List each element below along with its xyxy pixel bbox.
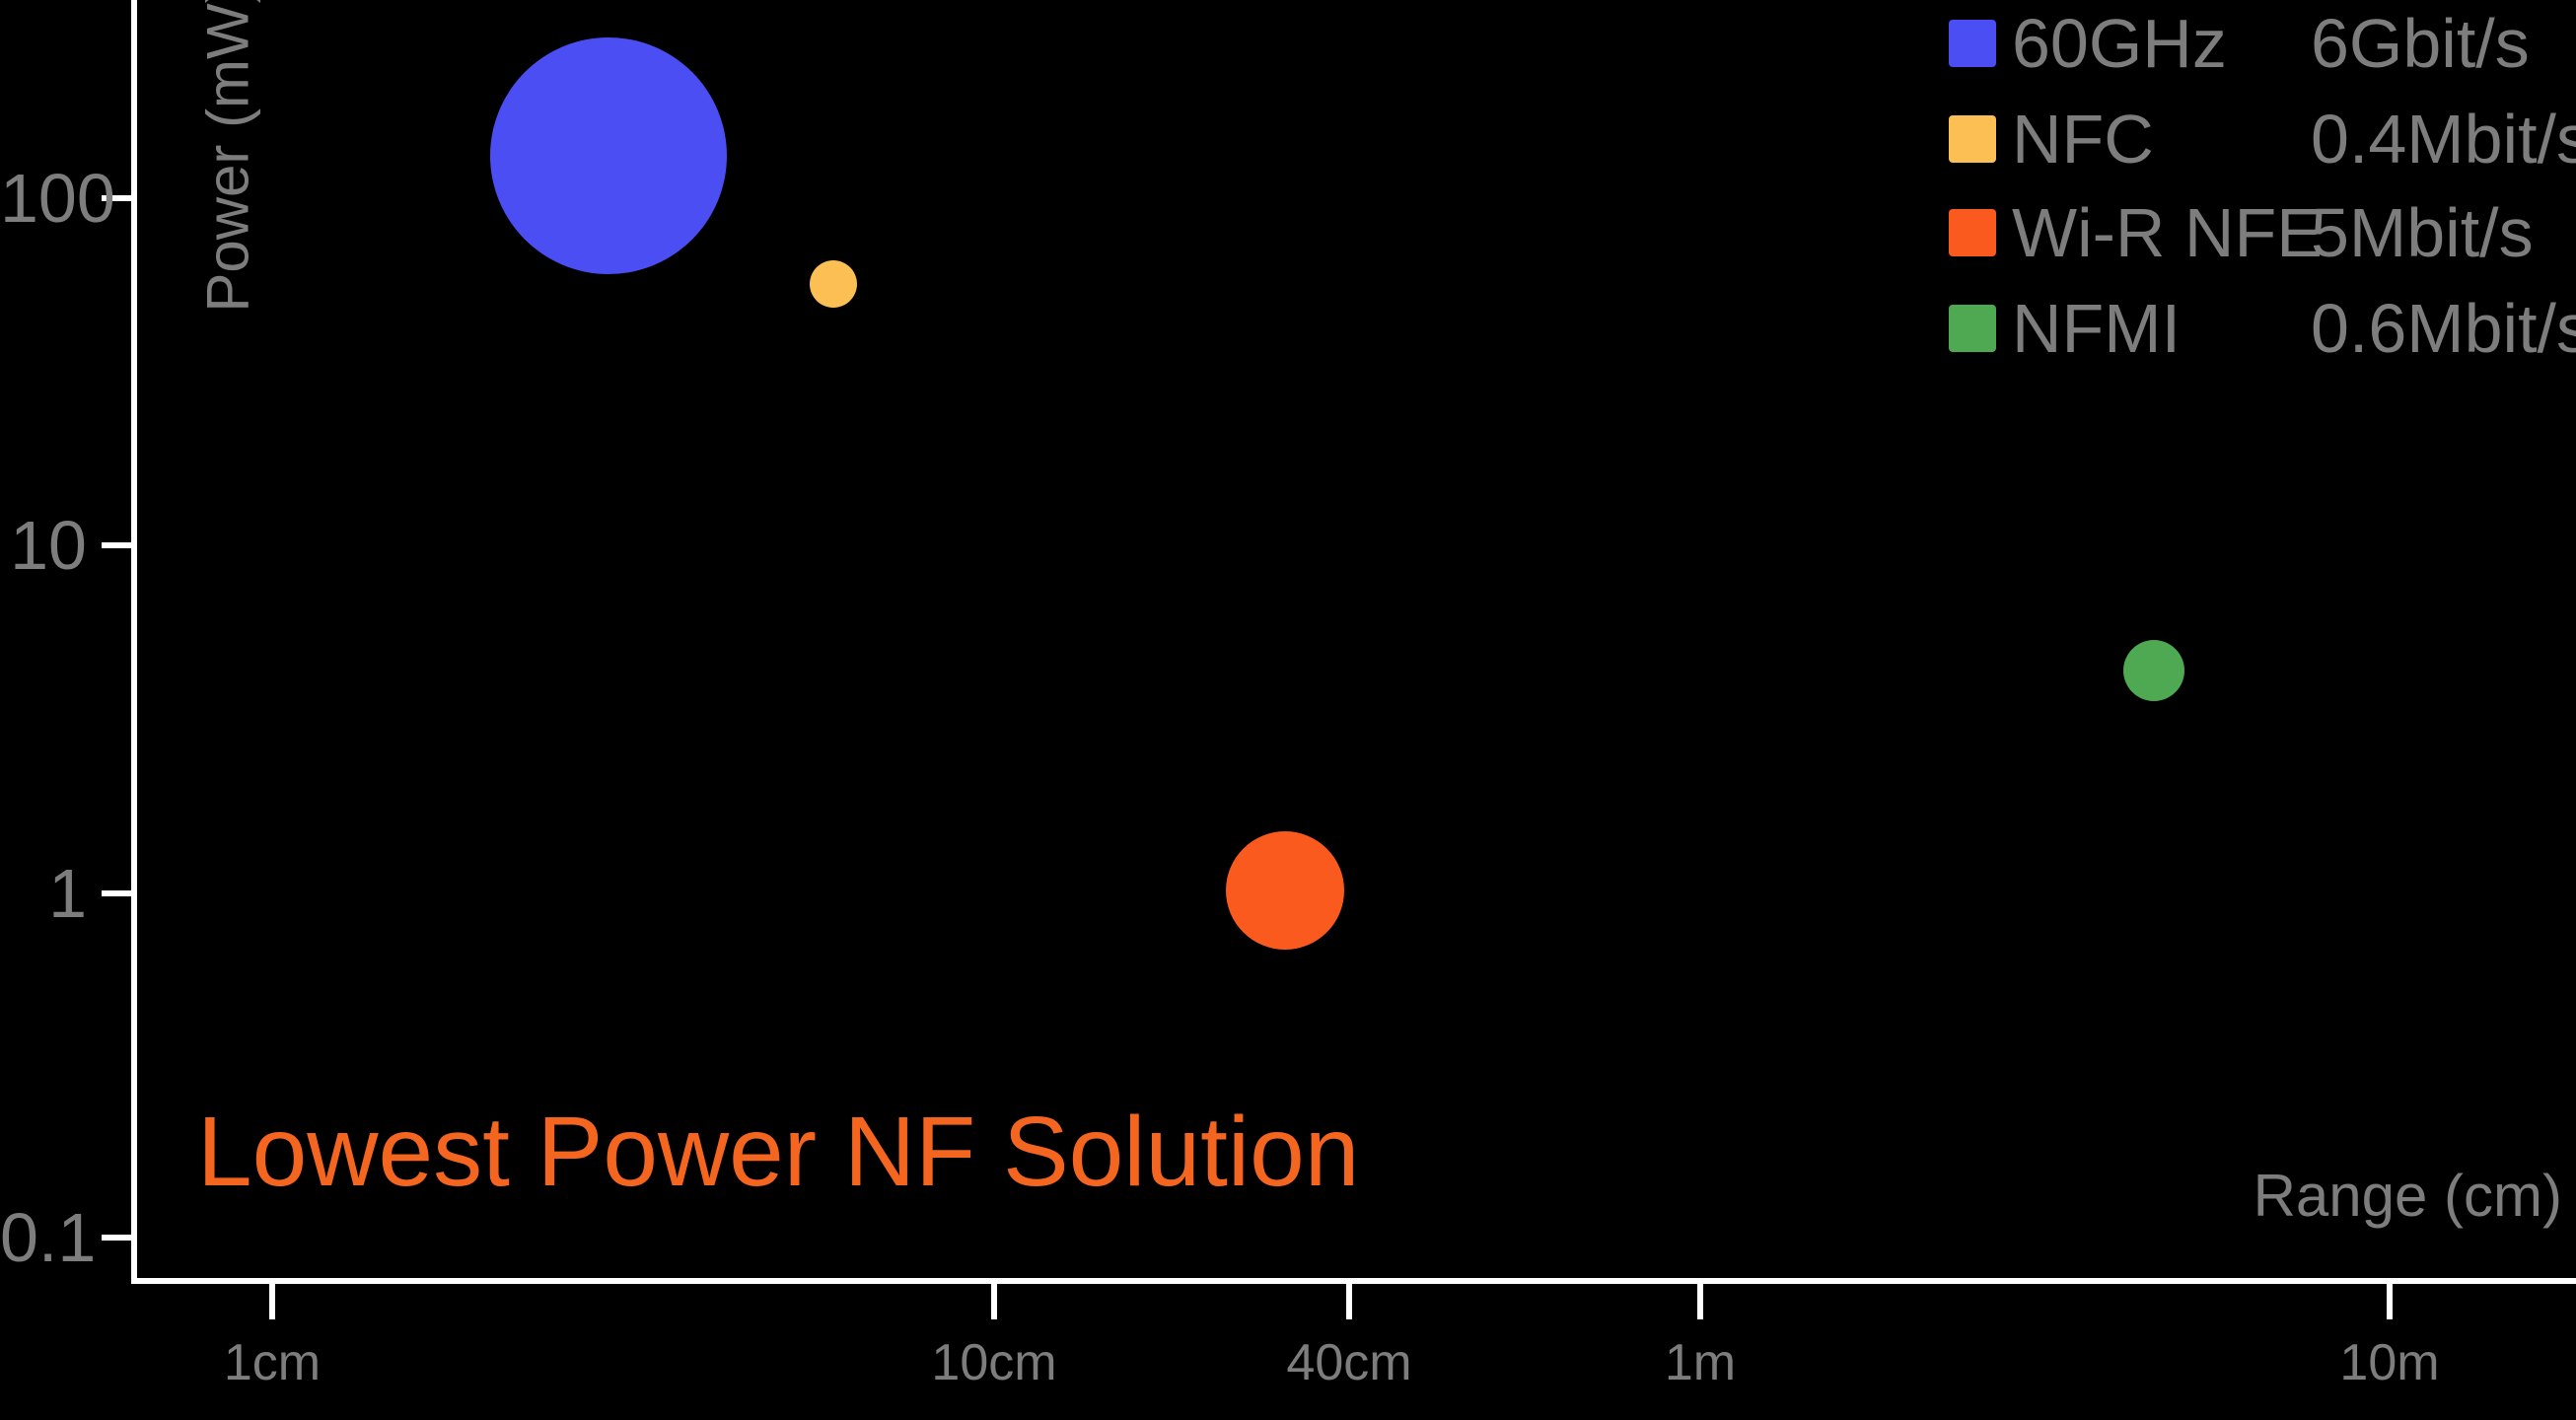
bubble-nfmi <box>2123 640 2184 701</box>
x-tick-label: 1cm <box>223 1334 322 1391</box>
y-tick-mark <box>102 542 131 548</box>
legend-label: NFMI <box>2012 290 2182 367</box>
x-axis-line <box>131 1278 2576 1284</box>
x-tick-mark <box>2387 1284 2393 1319</box>
bubble-wi-r-nfe <box>1226 831 1344 950</box>
y-tick-label: 0.1 <box>0 1199 97 1276</box>
legend-swatch-icon <box>1949 209 1996 256</box>
y-axis-title: Power (mW) <box>194 0 261 313</box>
x-tick-mark <box>991 1284 997 1319</box>
legend-swatch-icon <box>1949 20 1996 67</box>
legend-row: NFMI 0.6Mbit/s <box>1949 294 2576 363</box>
chart-title: Lowest Power NF Solution <box>197 1097 1360 1207</box>
y-tick-mark <box>102 195 131 201</box>
legend-value: 5Mbit/s <box>2311 194 2534 271</box>
y-axis-line <box>131 0 137 1284</box>
legend-value: 0.6Mbit/s <box>2311 290 2576 367</box>
y-tick-label: 100 <box>0 160 115 237</box>
y-tick-label: 1 <box>48 855 87 932</box>
legend-label: NFC <box>2012 101 2154 178</box>
legend-label: 60GHz <box>2012 5 2227 82</box>
legend-row: 60GHz 6Gbit/s <box>1949 9 2530 78</box>
y-tick-mark <box>102 1235 131 1241</box>
x-tick-label: 10cm <box>931 1334 1057 1391</box>
legend-value: 6Gbit/s <box>2311 5 2530 82</box>
bubble-60ghz <box>490 37 727 274</box>
x-tick-mark <box>1697 1284 1703 1319</box>
legend-row: Wi-R NFE 5Mbit/s <box>1949 198 2534 267</box>
legend-swatch-icon <box>1949 305 1996 352</box>
y-tick-label: 10 <box>10 507 87 584</box>
legend-label: Wi-R NFE <box>2012 194 2323 271</box>
x-tick-mark <box>1346 1284 1352 1319</box>
legend-value: 0.4Mbit/s <box>2311 101 2576 178</box>
x-tick-mark <box>269 1284 275 1319</box>
x-tick-label: 10m <box>2339 1334 2440 1391</box>
x-axis-title: Range (cm) <box>2253 1163 2562 1229</box>
y-tick-mark <box>102 890 131 896</box>
legend-row: NFC 0.4Mbit/s <box>1949 105 2576 174</box>
legend-swatch-icon <box>1949 115 1996 163</box>
x-tick-label: 40cm <box>1286 1334 1412 1391</box>
bubble-nfc <box>810 260 857 308</box>
x-tick-label: 1m <box>1664 1334 1737 1391</box>
